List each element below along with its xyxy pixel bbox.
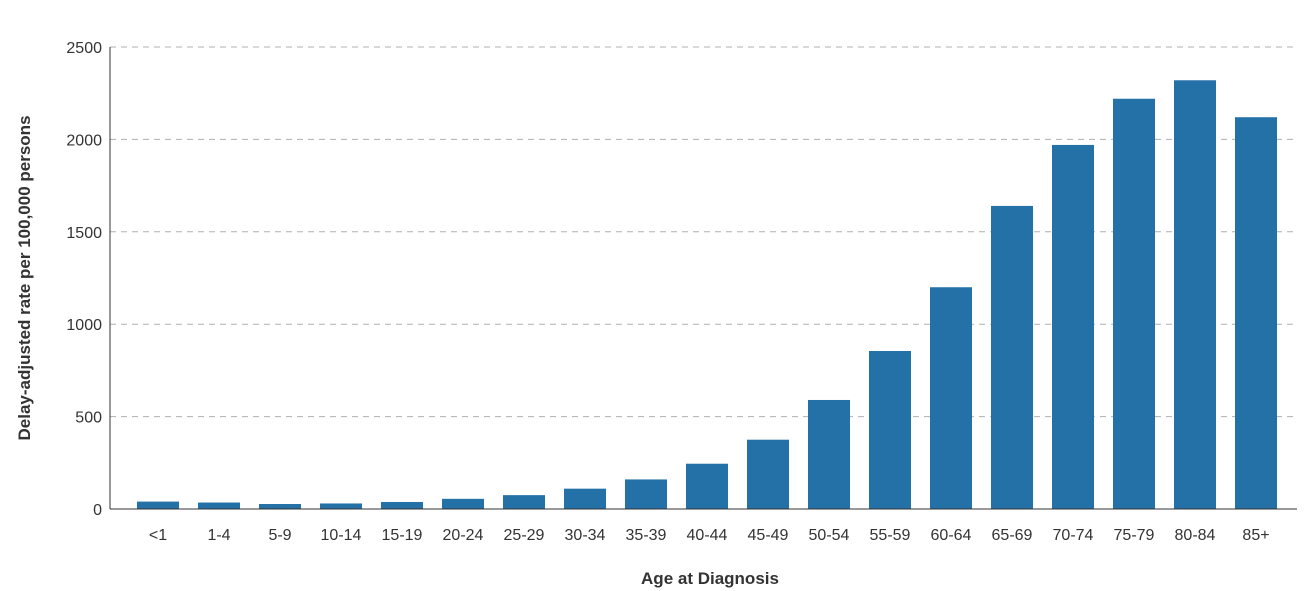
x-tick-label: 75-79 <box>1114 527 1155 544</box>
x-tick-label: 80-84 <box>1175 527 1216 544</box>
bar <box>137 501 179 509</box>
x-tick-label: 50-54 <box>809 527 850 544</box>
x-axis-ticks: <1 1-4 5-9 10-14 15-19 20-24 25-29 30-34 35-39 40… <box>149 527 1270 544</box>
x-tick-label: <1 <box>149 527 167 544</box>
x-tick-label: 40-44 <box>687 527 728 544</box>
y-tick-label: 0 <box>93 502 102 519</box>
x-tick-label: 1-4 <box>207 527 230 544</box>
bar <box>686 463 728 509</box>
y-tick-label: 500 <box>75 410 102 427</box>
x-tick-label: 25-29 <box>504 527 545 544</box>
x-tick-label: 10-14 <box>321 527 362 544</box>
x-tick-label: 55-59 <box>870 527 911 544</box>
bar <box>869 350 911 509</box>
x-tick-label: 35-39 <box>626 527 667 544</box>
y-axis-title: Delay-adjusted rate per 100,000 persons <box>15 115 34 440</box>
y-tick-label: 1000 <box>66 317 102 334</box>
x-tick-label: 85+ <box>1242 527 1269 544</box>
bar <box>1235 117 1277 509</box>
bar <box>1174 80 1216 509</box>
y-axis-ticks: 0 500 1000 1500 2000 2500 <box>66 40 102 519</box>
bar <box>198 502 240 509</box>
x-tick-label: 70-74 <box>1053 527 1094 544</box>
y-tick-label: 1500 <box>66 225 102 242</box>
bar <box>808 399 850 509</box>
x-tick-label: 65-69 <box>992 527 1033 544</box>
x-tick-label: 45-49 <box>748 527 789 544</box>
x-tick-label: 60-64 <box>931 527 972 544</box>
bar <box>747 439 789 509</box>
x-axis-title: Age at Diagnosis <box>641 569 779 588</box>
y-tick-label: 2000 <box>66 132 102 149</box>
bar <box>442 498 484 509</box>
bar <box>259 504 301 509</box>
bar <box>930 287 972 509</box>
bar <box>564 488 606 509</box>
bar <box>381 501 423 509</box>
bar <box>625 479 667 509</box>
bars <box>137 80 1277 510</box>
x-tick-label: 20-24 <box>443 527 484 544</box>
bar <box>1052 144 1094 509</box>
x-tick-label: 30-34 <box>565 527 606 544</box>
bar <box>320 503 362 509</box>
bar <box>503 495 545 509</box>
bar <box>991 205 1033 510</box>
bar <box>1113 98 1155 509</box>
y-tick-label: 2500 <box>66 40 102 57</box>
x-tick-label: 5-9 <box>268 527 291 544</box>
x-tick-label: 15-19 <box>382 527 423 544</box>
